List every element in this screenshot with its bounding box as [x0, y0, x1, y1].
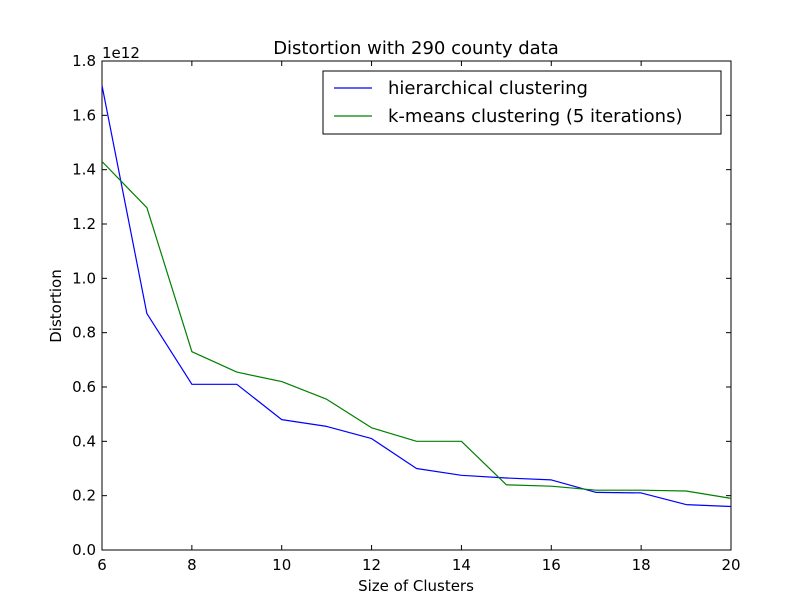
x-tick-label: 16	[542, 556, 561, 574]
x-tick-label: 20	[721, 556, 740, 574]
chart-title: Distortion with 290 county data	[273, 38, 559, 59]
y-axis-scale-label: 1e12	[102, 44, 140, 62]
y-tick-label: 1.6	[72, 106, 96, 124]
x-tick-label: 6	[97, 556, 107, 574]
y-tick-label: 1.4	[72, 161, 96, 179]
x-tick-label: 18	[632, 556, 651, 574]
series-line-hierarchical	[101, 85, 732, 508]
y-tick-label: 0.6	[72, 378, 96, 396]
plot-area	[101, 60, 732, 551]
y-tick-label: 0.0	[72, 541, 96, 559]
series-line-kmeans	[101, 161, 732, 499]
y-tick-label: 1.8	[72, 52, 96, 70]
y-tick-label: 1.0	[72, 269, 96, 287]
x-axis-ticks: 6 8 10 12 14 16 18 20	[97, 61, 741, 574]
legend-label-hierarchical: hierarchical clustering	[388, 78, 588, 99]
y-tick-label: 0.2	[72, 487, 96, 505]
x-tick-label: 12	[362, 556, 381, 574]
y-tick-label: 0.4	[72, 432, 96, 450]
y-axis-ticks: 0.0 0.2 0.4 0.6 0.8 1.0 1.2 1.4 1.6 1.8	[72, 52, 731, 559]
legend-box	[322, 70, 722, 135]
y-axis-label: Distortion	[47, 269, 65, 343]
y-tick-label: 0.8	[72, 324, 96, 342]
legend: hierarchical clustering k-means clusteri…	[322, 70, 722, 135]
legend-label-kmeans: k-means clustering (5 iterations)	[388, 106, 682, 127]
x-tick-label: 8	[187, 556, 197, 574]
y-tick-label: 1.2	[72, 215, 96, 233]
x-tick-label: 10	[272, 556, 291, 574]
x-axis-label: Size of Clusters	[358, 577, 474, 595]
x-tick-label: 14	[452, 556, 471, 574]
series-layer	[101, 85, 732, 508]
